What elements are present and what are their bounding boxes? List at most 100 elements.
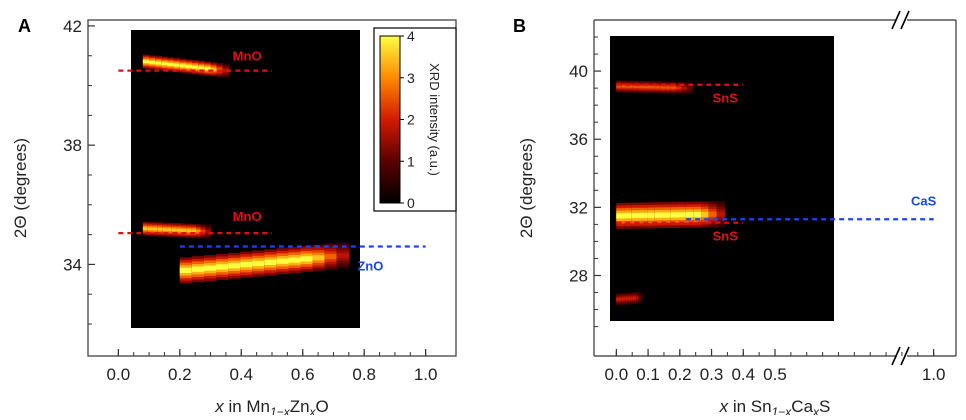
reference-label-sns: SnS: [713, 229, 739, 244]
heatmap-cell: [161, 62, 169, 66]
heatmap-cell: [624, 213, 633, 219]
y-tick-label: 28: [569, 266, 588, 285]
heatmap-cell: [630, 297, 634, 300]
heatmap-cell: [647, 212, 656, 218]
heatmap-cell: [149, 61, 156, 64]
y-tick-label: 32: [569, 198, 588, 217]
heatmap-cell: [176, 228, 183, 232]
heatmap-cell: [638, 85, 645, 89]
heatmap-cell: [665, 86, 672, 89]
panel-label: B: [513, 16, 526, 36]
heatmap-cell: [693, 212, 702, 218]
heatmap-cell: [616, 213, 625, 219]
heatmap-cell: [685, 212, 694, 218]
heatmap-cell: [171, 228, 178, 232]
heatmap-cell: [676, 86, 683, 90]
heatmap-band-zno: [179, 242, 350, 284]
heatmap-cell: [192, 65, 199, 69]
axis-break-mark: [891, 10, 901, 30]
heatmap-cell: [222, 69, 230, 72]
y-axis-label: 2Θ (degrees): [517, 138, 536, 238]
x-tick-label: 0.8: [352, 365, 376, 384]
heatmap-cell: [152, 227, 158, 231]
heatmap-cell: [662, 212, 671, 218]
heatmap-cell: [167, 228, 173, 232]
heatmap-cell: [681, 86, 688, 90]
colorbar-tick-label: 4: [407, 28, 415, 44]
heatmap-cell: [634, 296, 637, 300]
heatmap-cell: [179, 267, 193, 273]
y-tick-label: 42: [63, 17, 82, 36]
heatmap-cell: [627, 85, 634, 88]
heatmap-cell: [181, 229, 187, 232]
heatmap-cell: [205, 230, 212, 233]
heatmap-cell: [670, 86, 677, 89]
x-tick-label: 0.1: [636, 365, 660, 384]
heatmap-cell: [191, 266, 205, 272]
heatmap-cell: [616, 298, 619, 301]
heatmap-cell: [264, 259, 277, 265]
panel-b: B SnS SnS CaS 28 32 36 40 0.0 0.1 0.2 0.3 0.4 0.5 1.0 2…: [513, 10, 957, 419]
heatmap-cell: [632, 297, 636, 300]
heatmap-cell: [300, 256, 314, 262]
y-tick-label: 36: [569, 130, 588, 149]
colorbar-label: XRD intensity (a.u.): [427, 63, 442, 176]
colorbar: 0 1 2 3 4 XRD intensity (a.u.): [373, 27, 457, 212]
y-axis-label: 2Θ (degrees): [11, 138, 30, 238]
heatmap-cell: [654, 86, 661, 89]
colorbar-tick-label: 0: [407, 195, 415, 211]
heatmap-cell: [616, 85, 623, 88]
heatmap-band-sns: [616, 80, 694, 95]
heatmap-cell: [147, 227, 154, 231]
heatmap-cell: [142, 60, 150, 64]
heatmap-cell: [204, 67, 212, 70]
x-tick-label: 0.3: [700, 365, 724, 384]
axis-break-mark: [891, 346, 901, 366]
heatmap-cell: [636, 296, 639, 300]
x-tick-label: 1.0: [414, 365, 438, 384]
x-tick-label: 0.5: [763, 365, 787, 384]
heatmap-cell: [142, 227, 149, 230]
heatmap-band-mno: [142, 221, 212, 239]
heatmap-cell: [639, 296, 643, 299]
heatmap-cell: [620, 297, 623, 301]
heatmap-cell: [173, 63, 181, 67]
panel-label: A: [18, 16, 31, 36]
heatmap-cell: [252, 260, 265, 267]
heatmap-bands: [616, 80, 725, 306]
heatmap-cell: [638, 296, 641, 299]
y-tick-label: 40: [569, 62, 588, 81]
reference-label-mno: MnO: [233, 209, 262, 224]
heatmap-cell: [708, 211, 718, 217]
heatmap-background: [610, 36, 834, 321]
heatmap-cell: [639, 212, 648, 219]
heatmap-cell: [631, 213, 641, 219]
x-tick-label: 0.2: [168, 365, 192, 384]
colorbar-gradient: [379, 35, 401, 204]
heatmap-cell: [288, 257, 302, 263]
heatmap-band-sns-cas: [616, 201, 725, 229]
heatmap-cell: [210, 67, 218, 71]
heatmap-cell: [623, 297, 626, 300]
heatmap-cell: [654, 212, 664, 218]
heatmap-cell: [629, 297, 632, 300]
heatmap-cell: [643, 85, 650, 89]
heatmap-cell: [312, 255, 326, 261]
heatmap-cell: [687, 86, 694, 90]
heatmap-cell: [204, 265, 217, 271]
heatmap-cell: [678, 212, 687, 218]
heatmap-cell: [179, 64, 187, 68]
x-tick-label: 0.6: [291, 365, 315, 384]
heatmap-cell: [186, 65, 193, 68]
colorbar-tick-label: 1: [407, 153, 415, 169]
x-tick-label: 0.2: [668, 365, 692, 384]
reference-label-zno: ZnO: [357, 259, 383, 274]
x-axis-label: x in Mn1−xZnxO: [214, 397, 329, 415]
heatmap-cell: [200, 230, 207, 233]
axis-break-mark: [900, 346, 910, 366]
heatmap-cell: [621, 85, 628, 88]
heatmap-cell: [162, 228, 168, 231]
